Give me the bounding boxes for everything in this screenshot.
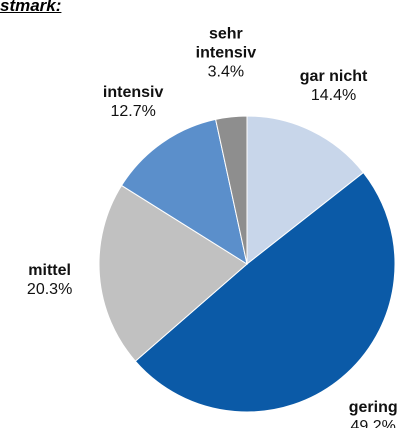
pie-slice [98,184,248,362]
pie-slice [246,115,365,266]
category-label: sehr intensiv [195,25,257,62]
pie-slice [215,115,248,265]
pie-slice [134,171,396,413]
value-label: 3.4% [207,63,245,81]
slice-label: gering 49.2% [349,398,398,428]
category-label: mittel [28,261,71,279]
slice-label: gar nicht 14.4% [300,67,368,105]
value-label: 14.4% [310,86,357,104]
value-label: 20.3% [26,280,73,298]
category-label: intensiv [102,84,164,101]
slice-label: intensiv 12.7% [103,83,163,121]
slice-label: mittel 20.3% [27,261,72,299]
value-label: 49.2% [350,417,396,428]
category-label: gering [348,398,398,416]
slice-label: sehr intensiv 3.4% [185,25,267,82]
category-label: gar nicht [299,67,368,85]
pie-slice [120,118,248,266]
value-label: 12.7% [110,103,156,120]
chart-title: stmark: [0,0,62,15]
